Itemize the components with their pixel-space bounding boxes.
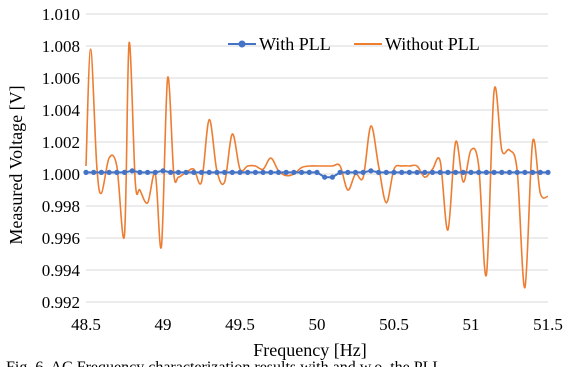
point-with-pll [222,169,228,175]
point-with-pll [306,169,312,175]
y-tick-label: 0.994 [42,261,81,280]
figure-caption: Fig. 6. AC Frequency characterization re… [6,359,442,367]
point-with-pll [537,169,543,175]
point-with-pll [322,174,328,180]
point-with-pll [406,169,412,175]
point-with-pll [198,169,205,175]
legend-label-with-pll: With PLL [259,34,331,54]
x-tick-label: 48.5 [71,315,101,334]
point-with-pll [453,169,459,175]
point-with-pll [383,169,389,175]
x-tick-label: 51.5 [533,315,563,334]
point-with-pll [191,169,197,175]
point-with-pll [445,169,451,175]
point-with-pll [352,169,359,175]
point-with-pll [206,169,212,175]
point-with-pll [252,169,258,175]
y-tick-label: 0.998 [42,197,80,216]
point-with-pll [83,169,89,175]
y-axis-ticks: 0.992 0.994 0.996 0.998 1.000 1.002 1.004 1.006… [42,5,81,312]
x-tick-label: 50.5 [379,315,409,334]
point-with-pll [268,169,274,175]
point-with-pll [399,169,405,175]
point-with-pll [283,169,289,175]
point-with-pll [114,169,120,175]
y-tick-label: 1.004 [42,101,81,120]
point-with-pll [314,169,320,175]
x-axis-title: Frequency [Hz] [253,340,366,360]
point-with-pll [499,169,505,175]
x-tick-label: 49.5 [225,315,255,334]
x-axis-ticks: 48.5 49 49.5 50 50.5 51 51.5 [71,315,563,334]
point-with-pll [391,169,397,175]
y-tick-label: 1.006 [42,69,80,88]
y-tick-label: 0.992 [42,293,80,312]
y-tick-label: 1.010 [42,5,80,24]
point-with-pll [329,174,335,180]
y-tick-label: 1.008 [42,37,80,56]
point-with-pll [460,169,466,175]
point-with-pll [160,168,166,174]
point-with-pll [245,169,251,175]
point-with-pll [129,168,135,174]
point-with-pll [121,169,128,175]
point-with-pll [429,169,436,175]
point-with-pll [491,169,497,175]
point-with-pll [514,169,520,175]
point-with-pll [175,169,181,175]
point-with-pll [376,169,382,175]
point-with-pll [506,169,513,175]
point-with-pll [260,169,266,175]
point-with-pll [476,169,482,175]
point-with-pll [168,169,174,175]
x-tick-label: 51 [463,315,480,334]
point-with-pll [275,169,282,175]
point-with-pll [337,169,343,175]
point-with-pll [545,169,551,175]
legend: With PLL Without PLL [228,34,480,54]
point-with-pll [98,169,104,175]
point-with-pll [229,169,235,175]
point-with-pll [422,169,428,175]
y-tick-label: 1.002 [42,133,80,152]
y-tick-label: 1.000 [42,165,80,184]
point-with-pll [345,169,351,175]
series-without-pll [85,41,549,289]
point-with-pll [483,169,489,175]
line-without-pll [85,41,549,289]
y-axis-title: Measured Voltage [V] [6,85,26,244]
series-with-pll [83,168,551,180]
y-tick-label: 0.996 [42,229,80,248]
point-with-pll [137,169,143,175]
point-with-pll [468,169,474,175]
x-tick-label: 49 [155,315,172,334]
point-with-pll [414,169,420,175]
legend-label-without-pll: Without PLL [385,34,480,54]
point-with-pll [437,169,443,175]
point-with-pll [291,169,297,175]
point-with-pll [183,169,189,175]
point-with-pll [360,169,366,175]
point-with-pll [214,169,220,175]
point-with-pll [91,169,97,175]
point-with-pll [152,169,158,175]
point-with-pll [368,168,374,174]
point-with-pll [145,169,151,175]
point-with-pll [522,169,528,175]
x-tick-label: 50 [309,315,326,334]
point-with-pll [530,169,536,175]
legend-marker-with-pll [238,40,246,48]
point-with-pll [237,169,243,175]
point-with-pll [299,169,305,175]
point-with-pll [106,169,112,175]
